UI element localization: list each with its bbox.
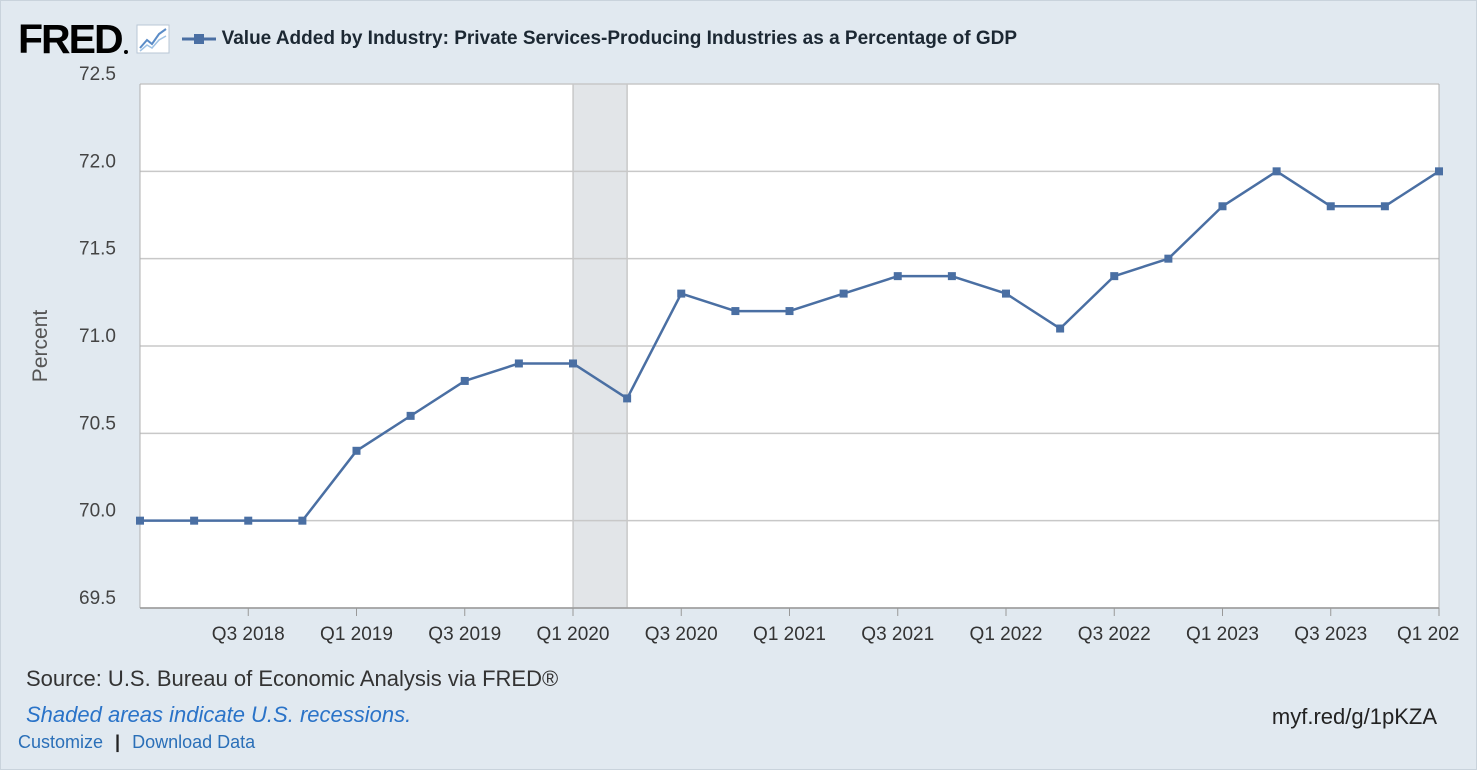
data-point: [947, 272, 956, 281]
data-point: [785, 307, 794, 316]
y-tick-label: 72.0: [79, 151, 116, 172]
y-tick-label: 71.0: [79, 326, 116, 347]
x-tick-label: Q3 2020: [645, 624, 718, 645]
fred-logo-dot: [123, 50, 128, 54]
x-tick-label: Q3 2019: [428, 624, 501, 645]
x-tick-label: Q3 2018: [212, 624, 285, 645]
y-axis-label: Percent: [29, 310, 52, 383]
data-point: [731, 307, 740, 316]
data-point: [569, 359, 577, 368]
chart-header: FRED Value Added by Industry: Private Se…: [18, 14, 1017, 64]
y-tick-label: 70.0: [79, 501, 116, 522]
y-tick-label: 69.5: [79, 588, 116, 609]
x-tick-label: Q1 2022: [970, 624, 1043, 645]
data-point: [460, 376, 469, 385]
data-point: [136, 516, 144, 525]
customize-link[interactable]: Customize: [18, 732, 104, 752]
data-point: [1326, 202, 1335, 211]
data-point: [298, 516, 307, 525]
data-point: [1435, 167, 1443, 176]
recession-note: Shaded areas indicate U.S. recessions.: [26, 702, 412, 727]
link-separator: |: [115, 732, 121, 752]
data-point: [514, 359, 523, 368]
data-point: [190, 516, 199, 525]
x-tick-label: Q1 2019: [320, 624, 393, 645]
y-tick-label: 70.5: [79, 413, 116, 434]
data-point: [1380, 202, 1389, 211]
chart-title: Value Added by Industry: Private Service…: [221, 28, 1018, 49]
x-tick-label: Q3 2021: [861, 624, 934, 645]
legend-swatch-icon: [181, 34, 216, 44]
data-point: [352, 446, 361, 455]
data-point: [893, 272, 902, 281]
data-point: [1002, 289, 1010, 298]
download-data-link[interactable]: Download Data: [132, 732, 256, 752]
data-point: [244, 516, 253, 525]
x-tick-label: Q1 2020: [537, 624, 610, 645]
footer-links: Customize | Download Data: [18, 732, 255, 753]
data-point: [839, 289, 848, 298]
data-point: [1272, 167, 1281, 176]
short-link[interactable]: myf.red/g/1pKZA: [1271, 704, 1437, 729]
data-point: [1110, 272, 1119, 281]
data-point: [1164, 254, 1173, 263]
line-chart-icon: [136, 24, 170, 54]
x-tick-label: Q3 2023: [1294, 624, 1367, 645]
data-point: [1218, 202, 1227, 211]
data-point: [406, 411, 415, 420]
fred-logo[interactable]: FRED: [18, 15, 124, 62]
data-point: [677, 289, 686, 298]
source-note: Source: U.S. Bureau of Economic Analysis…: [26, 666, 559, 691]
y-tick-label: 71.5: [79, 239, 116, 260]
data-point: [1056, 324, 1065, 333]
x-tick-label: Q1 202: [1397, 624, 1459, 645]
x-tick-label: Q1 2023: [1186, 624, 1259, 645]
y-tick-label: 72.5: [79, 64, 116, 85]
x-tick-label: Q3 2022: [1078, 624, 1151, 645]
x-tick-label: Q1 2021: [753, 624, 826, 645]
data-point: [623, 394, 632, 403]
line-chart: 69.5 70.0 70.5 71.0 71.5 72.0 72.5 Q3 2018 Q1 20…: [29, 64, 1459, 645]
